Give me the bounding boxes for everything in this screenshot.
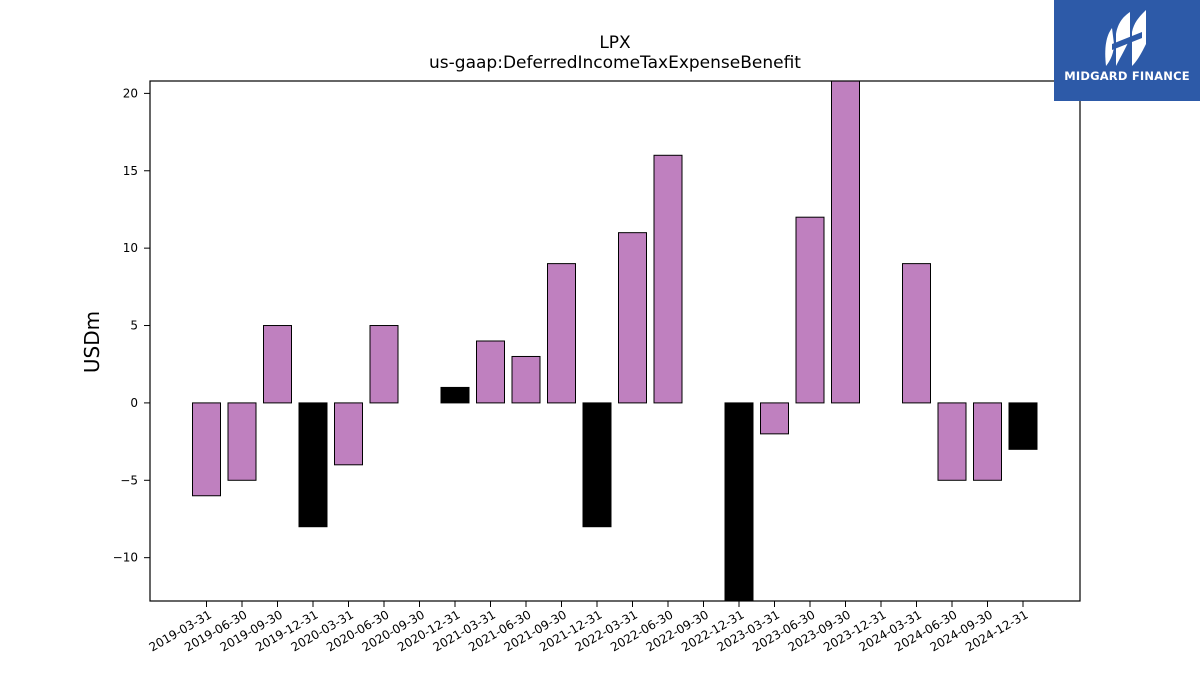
bar-2021-09-30 xyxy=(547,263,576,404)
bar-2021-06-30 xyxy=(511,355,541,404)
bar-2019-06-30 xyxy=(227,402,257,481)
logo-text: MIDGARD FINANCE xyxy=(1064,69,1190,83)
y-tick-label: −10 xyxy=(113,551,138,565)
bar-2023-03-31 xyxy=(760,402,789,435)
bar-2019-12-31 xyxy=(298,402,328,528)
bar-2021-03-31 xyxy=(476,340,505,404)
bar-2022-06-30 xyxy=(653,154,683,404)
bar-2023-06-30 xyxy=(795,216,825,404)
bar-2022-12-31 xyxy=(724,402,754,602)
y-tick-label: 0 xyxy=(130,396,138,410)
bar-2020-06-30 xyxy=(369,325,399,404)
bar-2024-09-30 xyxy=(973,402,1002,481)
y-tick-label: 20 xyxy=(123,86,138,100)
bars-group xyxy=(192,80,1038,602)
y-axis-ticks: −10 −5 0 5 10 15 20 xyxy=(113,86,150,565)
midgard-logo-icon xyxy=(1105,10,1146,66)
bar-2020-12-31 xyxy=(440,386,470,404)
bar-2023-09-30 xyxy=(831,80,860,404)
chart-subtitle: us-gaap:DeferredIncomeTaxExpenseBenefit xyxy=(429,53,801,73)
bar-2020-03-31 xyxy=(334,402,363,466)
bar-2021-12-31 xyxy=(582,402,612,528)
bar-2024-12-31 xyxy=(1008,402,1038,450)
chart-title: LPX xyxy=(599,33,631,53)
y-tick-label: 10 xyxy=(123,241,138,255)
y-axis-label: USDm xyxy=(80,311,104,373)
bar-2024-06-30 xyxy=(937,402,967,481)
bar-2019-03-31 xyxy=(192,402,221,497)
y-tick-label: 5 xyxy=(130,319,138,333)
plot-frame xyxy=(149,80,1081,602)
x-axis-ticks: 2019-03-312019-06-302019-09-302019-12-31… xyxy=(147,601,1031,654)
bar-2024-03-31 xyxy=(902,263,931,404)
y-tick-label: 15 xyxy=(123,164,138,178)
bar-2019-09-30 xyxy=(263,325,292,404)
bar-2022-03-31 xyxy=(618,232,647,404)
y-tick-label: −5 xyxy=(120,473,138,487)
midgard-finance-logo: MIDGARD FINANCE xyxy=(1054,0,1200,101)
